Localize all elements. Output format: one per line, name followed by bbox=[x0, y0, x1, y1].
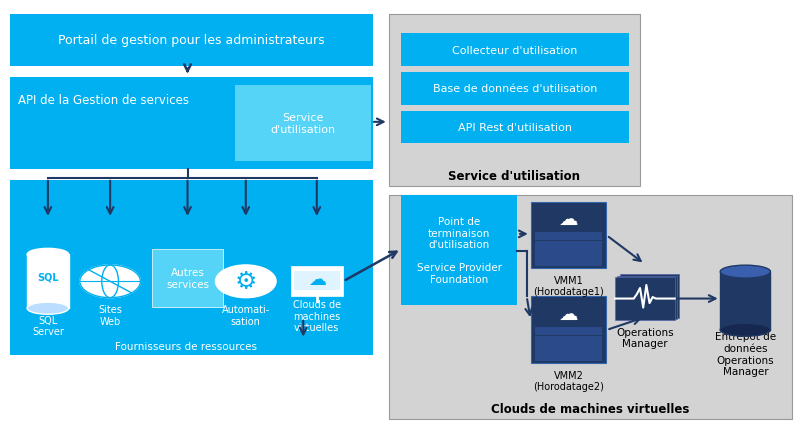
FancyBboxPatch shape bbox=[10, 181, 373, 355]
FancyBboxPatch shape bbox=[614, 277, 675, 320]
Text: Service
d'utilisation: Service d'utilisation bbox=[271, 113, 336, 135]
FancyBboxPatch shape bbox=[152, 249, 223, 307]
FancyBboxPatch shape bbox=[291, 267, 343, 297]
Text: VMM1
(Horodatage1): VMM1 (Horodatage1) bbox=[533, 275, 604, 297]
Ellipse shape bbox=[27, 303, 69, 315]
Ellipse shape bbox=[27, 249, 69, 261]
Text: Clouds de machines virtuelles: Clouds de machines virtuelles bbox=[491, 402, 689, 415]
FancyBboxPatch shape bbox=[535, 336, 602, 361]
Bar bbox=[720, 272, 771, 330]
FancyBboxPatch shape bbox=[235, 86, 371, 161]
Text: ⚙: ⚙ bbox=[235, 270, 257, 294]
Ellipse shape bbox=[720, 324, 771, 337]
Text: ☁: ☁ bbox=[559, 304, 579, 323]
FancyBboxPatch shape bbox=[619, 275, 680, 318]
FancyBboxPatch shape bbox=[535, 327, 602, 335]
FancyBboxPatch shape bbox=[401, 73, 629, 105]
Text: Operations
Manager: Operations Manager bbox=[616, 327, 674, 348]
Circle shape bbox=[80, 265, 140, 298]
FancyBboxPatch shape bbox=[389, 15, 640, 187]
FancyBboxPatch shape bbox=[535, 233, 602, 241]
FancyBboxPatch shape bbox=[531, 202, 606, 269]
Text: Base de données d'utilisation: Base de données d'utilisation bbox=[433, 84, 597, 94]
Text: Autres
services: Autres services bbox=[166, 267, 209, 289]
Text: ☁: ☁ bbox=[559, 209, 579, 228]
FancyBboxPatch shape bbox=[10, 77, 373, 170]
FancyBboxPatch shape bbox=[401, 34, 629, 67]
FancyBboxPatch shape bbox=[10, 15, 373, 67]
FancyBboxPatch shape bbox=[401, 196, 517, 305]
FancyBboxPatch shape bbox=[618, 276, 677, 319]
FancyBboxPatch shape bbox=[389, 196, 792, 419]
FancyBboxPatch shape bbox=[535, 241, 602, 267]
Text: Point de
terminaison
d'utilisation

Service Provider
Foundation: Point de terminaison d'utilisation Servi… bbox=[417, 217, 502, 284]
Text: Portail de gestion pour les administrateurs: Portail de gestion pour les administrate… bbox=[57, 34, 325, 47]
Text: Sites
Web: Sites Web bbox=[98, 304, 122, 326]
FancyBboxPatch shape bbox=[531, 297, 606, 363]
Bar bbox=[27, 255, 69, 309]
Text: SQL
Server: SQL Server bbox=[32, 315, 64, 337]
Text: Collecteur d'utilisation: Collecteur d'utilisation bbox=[452, 46, 578, 55]
Text: Automati-
sation: Automati- sation bbox=[222, 304, 270, 326]
Text: ☁: ☁ bbox=[308, 270, 326, 289]
Text: Clouds de
machines
virtuelles: Clouds de machines virtuelles bbox=[293, 299, 341, 333]
Text: VMM2
(Horodatage2): VMM2 (Horodatage2) bbox=[533, 370, 604, 391]
FancyBboxPatch shape bbox=[401, 112, 629, 144]
Circle shape bbox=[215, 265, 276, 298]
Text: Fournisseurs de ressources: Fournisseurs de ressources bbox=[115, 341, 257, 351]
Text: API Rest d'utilisation: API Rest d'utilisation bbox=[458, 123, 572, 133]
FancyBboxPatch shape bbox=[294, 271, 340, 290]
Text: Entrepôt de
données
Operations
Manager: Entrepôt de données Operations Manager bbox=[715, 331, 776, 376]
Text: API de la Gestion de services: API de la Gestion de services bbox=[18, 94, 188, 107]
Text: Service d'utilisation: Service d'utilisation bbox=[448, 170, 580, 183]
Ellipse shape bbox=[720, 266, 771, 279]
Text: SQL: SQL bbox=[37, 272, 59, 283]
